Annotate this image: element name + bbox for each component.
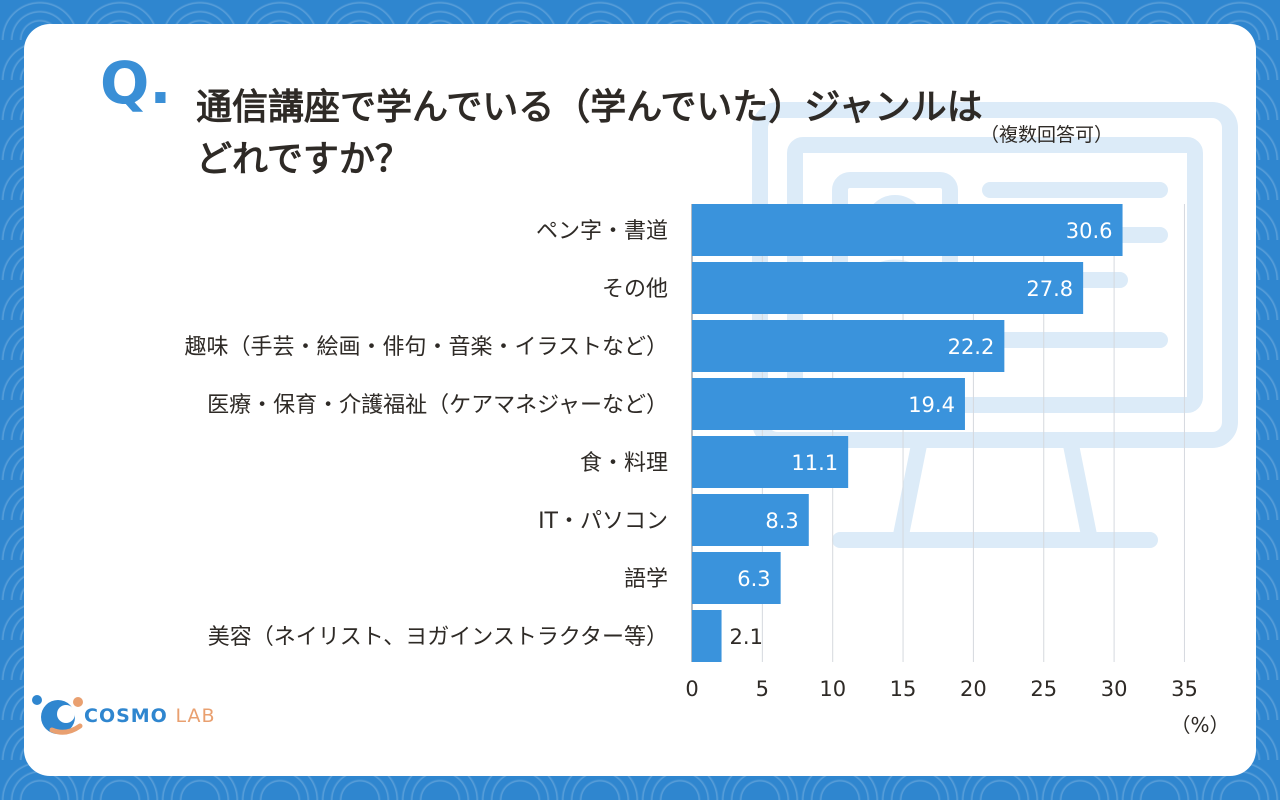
question-mark-q: Q. (100, 49, 172, 117)
bar (692, 204, 1123, 256)
bar (692, 262, 1084, 314)
bar-value-label: 8.3 (765, 509, 798, 533)
x-tick-label: 30 (1101, 677, 1128, 701)
category-label: 医療・保育・介護福祉（ケアマネジャーなど） (207, 393, 668, 418)
cosmo-lab-logo-icon (32, 695, 83, 735)
bar-value-label: 6.3 (737, 567, 770, 591)
question-title-line2: どれですか？ (196, 139, 411, 180)
category-label: ペン字・書道 (536, 219, 668, 244)
category-label: IT・パソコン (538, 509, 668, 534)
category-label: 食・料理 (580, 451, 668, 476)
bar-value-label: 2.1 (730, 625, 763, 649)
question-title-line1: 通信講座で学んでいる（学んでいた）ジャンルは (196, 87, 983, 128)
bar-value-label: 19.4 (908, 393, 955, 417)
bar-value-label: 11.1 (791, 451, 838, 475)
bar (692, 494, 809, 546)
x-tick-label: 25 (1030, 677, 1057, 701)
logo-wordmark: COSMO LAB (84, 705, 216, 727)
multiple-answer-note: （複数回答可） (980, 124, 1114, 146)
x-tick-label: 20 (960, 677, 987, 701)
bar-value-label: 27.8 (1026, 277, 1073, 301)
bar (692, 552, 781, 604)
category-label: 趣味（手芸・絵画・俳句・音楽・イラストなど） (184, 335, 668, 360)
x-tick-label: 35 (1171, 677, 1198, 701)
bar (692, 610, 722, 662)
bar-value-label: 30.6 (1066, 219, 1113, 243)
x-tick-label: 5 (756, 677, 769, 701)
category-label: 語学 (624, 567, 668, 592)
bar (692, 378, 965, 430)
x-tick-label: 10 (819, 677, 846, 701)
bar (692, 320, 1005, 372)
x-axis-unit: （%） (1170, 713, 1229, 737)
x-tick-label: 0 (685, 677, 698, 701)
category-label: その他 (602, 277, 668, 302)
x-tick-label: 15 (890, 677, 917, 701)
bar (692, 436, 849, 488)
category-label: 美容（ネイリスト、ヨガインストラクター等） (208, 625, 668, 650)
bar-value-label: 22.2 (948, 335, 995, 359)
